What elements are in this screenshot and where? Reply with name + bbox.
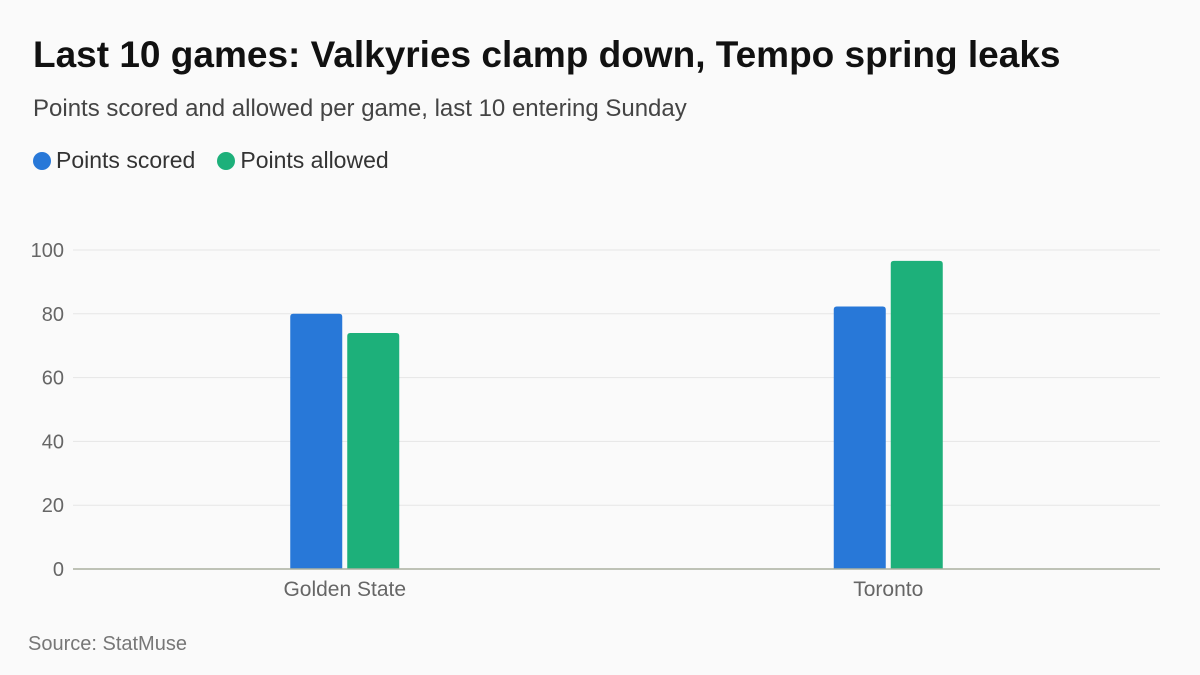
chart-source: Source: StatMuse (28, 633, 187, 655)
legend-swatch-points-scored (33, 151, 51, 170)
chart-title: Last 10 games: Valkyries clamp down, Tem… (33, 34, 1061, 75)
x-tick-label-golden-state: Golden State (283, 578, 406, 601)
legend-label-points-allowed: Points allowed (240, 147, 389, 173)
bar-points-allowed-toronto (890, 260, 943, 569)
chart-subtitle: Points scored and allowed per game, last… (33, 95, 687, 122)
bar-points-scored-toronto (833, 306, 886, 569)
y-tick-label-80: 80 (42, 304, 64, 326)
y-tick-label-20: 20 (42, 495, 64, 517)
legend-swatch-points-allowed (217, 151, 236, 170)
bar-points-scored-golden-state (290, 313, 343, 569)
legend-label-points-scored: Points scored (56, 147, 196, 173)
x-tick-label-toronto: Toronto (853, 578, 923, 601)
bar-points-allowed-golden-state (347, 332, 400, 569)
y-tick-label-100: 100 (31, 240, 64, 262)
chart-legend: Points scored Points allowed (33, 147, 411, 174)
y-tick-label-40: 40 (42, 431, 64, 453)
y-tick-label-0: 0 (53, 559, 64, 581)
legend-item-points-allowed: Points allowed (217, 147, 389, 174)
legend-item-points-scored: Points scored (33, 147, 195, 174)
y-tick-label-60: 60 (42, 368, 64, 390)
